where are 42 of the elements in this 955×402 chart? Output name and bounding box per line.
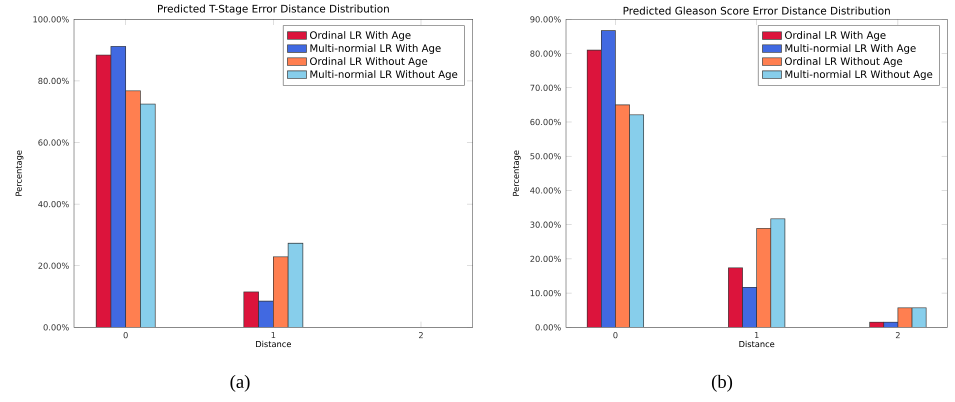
y-axis-title: Percentage bbox=[512, 150, 521, 196]
y-tick-label: 20.00% bbox=[38, 262, 69, 269]
y-tick-label: 60.00% bbox=[38, 139, 69, 146]
chart-title: Predicted Gleason Score Error Distance Distribution bbox=[624, 6, 890, 15]
y-tick-label: 40.00% bbox=[38, 201, 69, 208]
x-tick-label: 2 bbox=[896, 332, 900, 338]
legend-label: Multi-normial LR With Age bbox=[310, 44, 441, 54]
x-tick-label: 0 bbox=[613, 332, 618, 338]
legend-label: Ordinal LR Without Age bbox=[310, 57, 428, 67]
text: (b) bbox=[712, 374, 732, 392]
y-tick-label: 90.00% bbox=[530, 16, 561, 22]
x-tick-label: 2 bbox=[418, 332, 423, 338]
y-tick-label: 100.00% bbox=[33, 16, 69, 22]
y-tick-label: 10.00% bbox=[530, 290, 561, 296]
legend-label: Ordinal LR With Age bbox=[785, 31, 886, 41]
text: (a) bbox=[230, 374, 250, 392]
legend-label: Ordinal LR Without Age bbox=[785, 57, 902, 67]
y-tick-label: 30.00% bbox=[530, 222, 561, 228]
bar bbox=[742, 286, 758, 328]
y-tick-label: 0.00% bbox=[536, 324, 561, 330]
legend-label: Multi-normial LR Without Age bbox=[310, 70, 458, 80]
y-tick-label: 80.00% bbox=[38, 78, 69, 84]
bar bbox=[243, 292, 259, 328]
y-tick-label: 60.00% bbox=[530, 118, 561, 126]
y-tick-label: 0.00% bbox=[44, 324, 69, 330]
legend-label: Multi-normial LR Without Age bbox=[785, 70, 932, 80]
x-tick-label: 0 bbox=[124, 332, 128, 338]
y-tick-label: 70.00% bbox=[530, 84, 561, 91]
bar bbox=[600, 30, 616, 328]
bar bbox=[96, 54, 112, 328]
y-tick-label: 20.00% bbox=[530, 256, 561, 262]
y-tick-label: 50.00% bbox=[530, 153, 561, 160]
y-tick-label: 80.00% bbox=[530, 50, 561, 57]
legend-label: Multi-normial LR With Age bbox=[785, 44, 916, 54]
x-tick-label: 1 bbox=[754, 332, 759, 338]
y-axis-title: Percentage bbox=[16, 150, 24, 196]
chart-title: Predicted T-Stage Error Distance Distribution bbox=[158, 4, 389, 15]
x-axis-title: Distance bbox=[256, 340, 291, 348]
x-tick-label: 1 bbox=[272, 332, 276, 338]
y-tick-label: 40.00% bbox=[530, 187, 561, 194]
x-axis-title: Distance bbox=[739, 340, 774, 348]
legend-label: Ordinal LR With Age bbox=[310, 31, 411, 41]
